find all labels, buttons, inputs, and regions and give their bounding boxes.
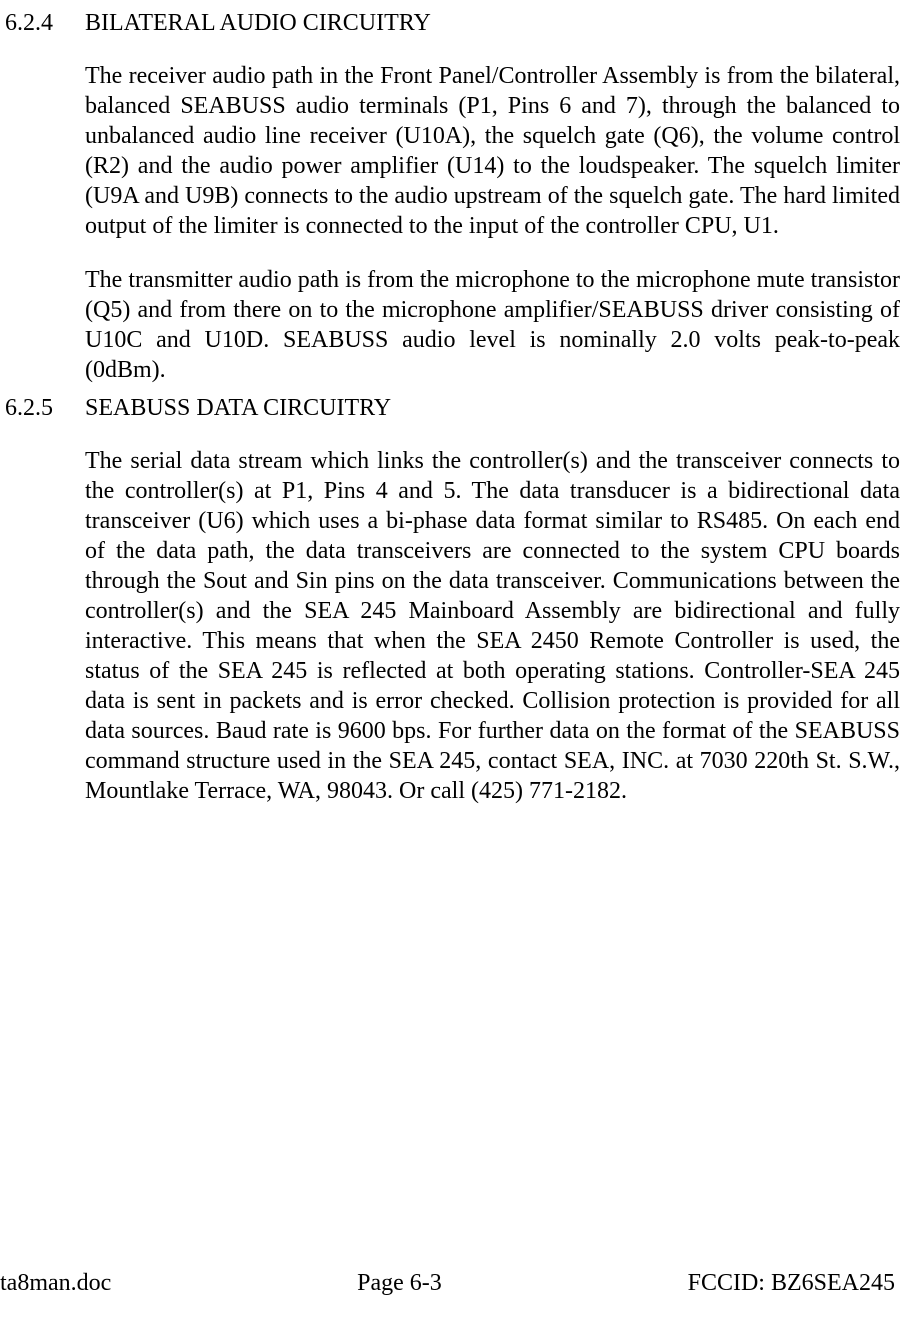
section-number: 6.2.5 bbox=[0, 395, 85, 422]
section-title: BILATERAL AUDIO CIRCUITRY bbox=[85, 10, 900, 37]
footer-filename: ta8man.doc bbox=[0, 1270, 111, 1297]
footer-fccid: FCCID: BZ6SEA245 bbox=[688, 1270, 895, 1297]
body-paragraph: The transmitter audio path is from the m… bbox=[85, 265, 900, 385]
section-number: 6.2.4 bbox=[0, 10, 85, 37]
section-title: SEABUSS DATA CIRCUITRY bbox=[85, 395, 900, 422]
body-paragraph: The serial data stream which links the c… bbox=[85, 446, 900, 806]
section-heading: 6.2.5 SEABUSS DATA CIRCUITRY bbox=[0, 395, 900, 422]
section-heading: 6.2.4 BILATERAL AUDIO CIRCUITRY bbox=[0, 10, 900, 37]
body-paragraph: The receiver audio path in the Front Pan… bbox=[85, 61, 900, 241]
footer-page-number: Page 6-3 bbox=[357, 1270, 442, 1297]
page-footer: ta8man.doc Page 6-3 FCCID: BZ6SEA245 bbox=[0, 1270, 900, 1297]
document-page: 6.2.4 BILATERAL AUDIO CIRCUITRY The rece… bbox=[0, 0, 900, 806]
